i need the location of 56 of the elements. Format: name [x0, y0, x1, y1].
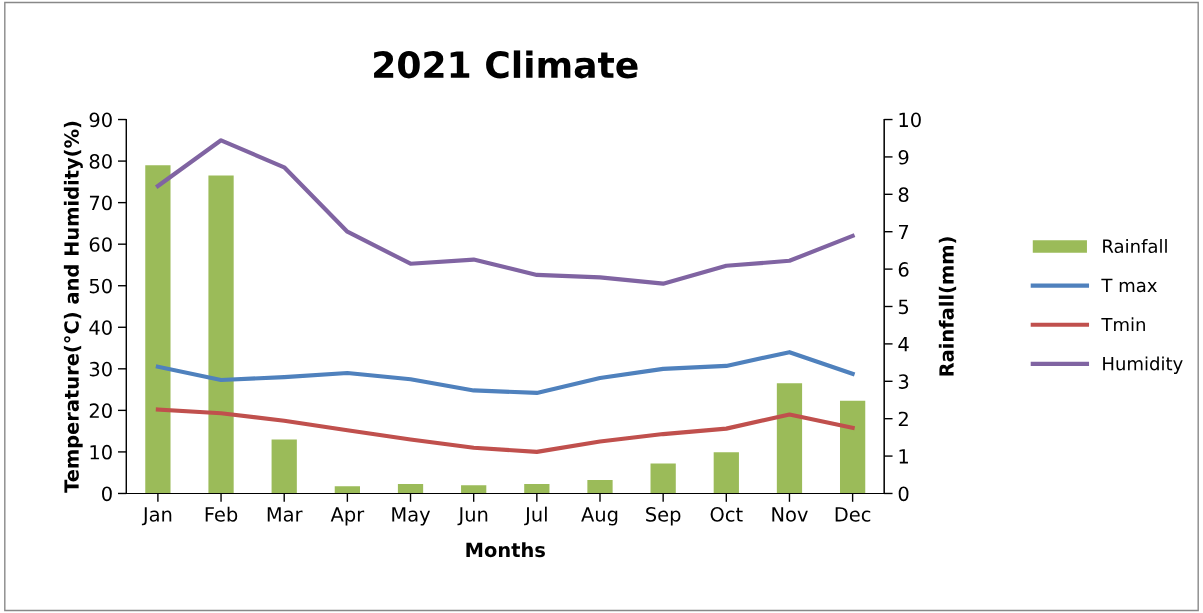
x-tick-label: Jan — [141, 507, 172, 526]
y-tick-label: 40 — [89, 320, 112, 335]
x-tick-label: Aug — [581, 507, 618, 526]
bar — [208, 175, 234, 494]
bar — [776, 383, 803, 494]
x-tick-label: Jul — [524, 506, 547, 526]
bar — [397, 484, 424, 494]
legend-label: Humidity — [1103, 356, 1183, 374]
x-tick-label: Nov — [772, 507, 808, 522]
y2-tick-label: 3 — [898, 374, 909, 389]
y-tick-label: 0 — [102, 486, 112, 502]
legend-label: Rainfall — [1103, 239, 1167, 254]
bar — [650, 463, 676, 494]
line-series — [155, 407, 855, 455]
x-tick-label: Mar — [267, 507, 303, 522]
x-tick-label: Dec — [835, 507, 871, 522]
y2-axis-title: Rainfall(mm) — [938, 237, 957, 376]
y2-tick-label: 9 — [898, 149, 909, 165]
bar — [334, 486, 360, 494]
y-tick-label: 20 — [89, 403, 112, 419]
y-tick-label: 80 — [89, 154, 112, 169]
y2-tick-label: 0 — [898, 486, 909, 502]
y-tick-label: 30 — [89, 361, 112, 377]
y-tick-label: 60 — [89, 237, 112, 252]
y2-tick-label: 2 — [898, 411, 908, 427]
bar — [524, 484, 550, 494]
x-tick-label: Feb — [205, 506, 238, 522]
x-tick-label: Apr — [330, 507, 365, 526]
x-tick-label: May — [392, 507, 431, 526]
x-tick-label: Jun — [457, 507, 488, 526]
bar — [839, 400, 866, 494]
chart-title: 2021 Climate — [374, 50, 638, 79]
y-axis-title: Temperature(°C) and Humidity(%) — [63, 121, 83, 493]
y2-tick-label: 10 — [899, 112, 921, 128]
y-tick-label: 10 — [90, 444, 112, 460]
legend-label: T max — [1101, 278, 1157, 293]
x-tick-label: Sep — [646, 507, 681, 526]
bar — [587, 480, 613, 494]
y2-tick-label: 7 — [898, 224, 909, 240]
line-series — [155, 138, 855, 286]
y2-tick-label: 8 — [898, 187, 909, 202]
y2-tick-label: 5 — [898, 299, 909, 315]
bar — [461, 485, 487, 494]
x-axis-title: Months — [466, 542, 545, 558]
bar — [713, 452, 739, 494]
x-tick-label: Oct — [710, 507, 743, 522]
legend-label: Tmin — [1101, 317, 1145, 332]
y-tick-label: 70 — [89, 195, 112, 211]
y-tick-label: 50 — [89, 278, 112, 294]
y2-tick-label: 4 — [898, 337, 909, 352]
line-series — [155, 350, 855, 396]
y2-tick-label: 1 — [899, 449, 908, 464]
bar — [271, 439, 297, 494]
y-tick-label: 90 — [89, 112, 112, 128]
bar — [145, 165, 171, 494]
y2-tick-label: 6 — [898, 262, 909, 277]
